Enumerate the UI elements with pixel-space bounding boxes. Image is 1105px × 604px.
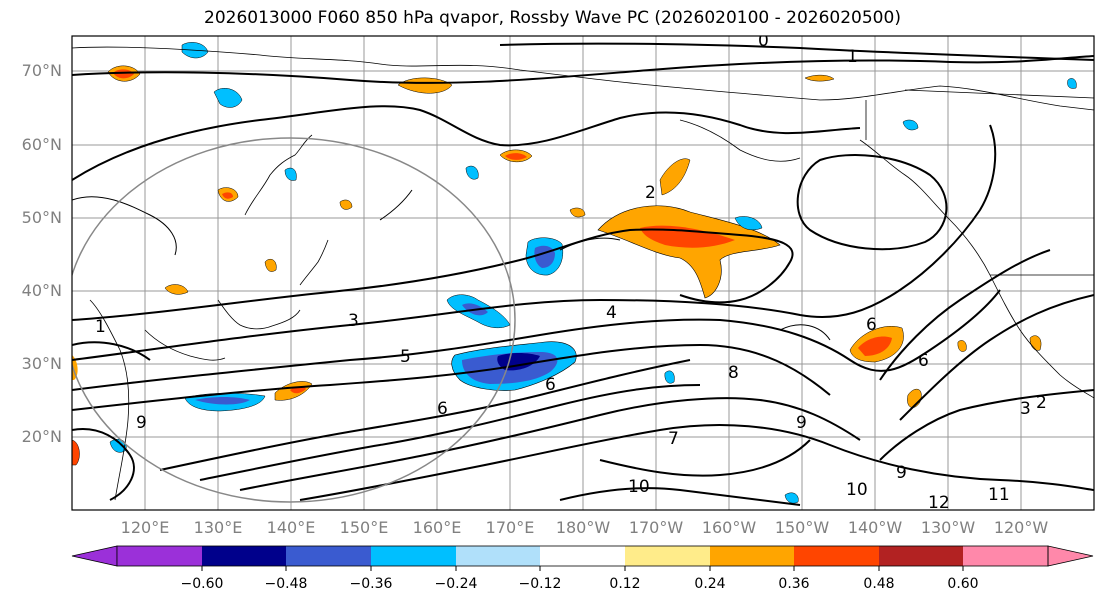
lat-label: 50°N bbox=[21, 208, 62, 227]
contour-label: 1 bbox=[95, 317, 106, 337]
contour-label-group: 0 1 1 3 4 5 6 6 6 6 8 9 9 9 10 10 11 12 … bbox=[95, 31, 1047, 513]
colorbar-tick-label: −0.48 bbox=[264, 576, 308, 592]
contour-label: 9 bbox=[796, 413, 807, 433]
colorbar-bin bbox=[202, 546, 286, 566]
contour-label: 2 bbox=[645, 183, 656, 203]
contour-lines bbox=[72, 42, 1094, 506]
lon-label: 130°E bbox=[193, 518, 243, 537]
colorbar-tick-label: 0.48 bbox=[863, 576, 895, 592]
contour-label: 6 bbox=[545, 375, 556, 395]
colorbar-bin bbox=[286, 546, 371, 566]
colorbar-extend-low bbox=[71, 545, 118, 567]
colorbar-tick-label: 0.24 bbox=[694, 576, 726, 592]
colorbar-bin bbox=[117, 546, 202, 566]
lon-label: 140°E bbox=[266, 518, 316, 537]
lon-label: 180°W bbox=[555, 518, 611, 537]
thin-contours bbox=[72, 189, 831, 341]
lon-label: 120°W bbox=[993, 518, 1049, 537]
contour-label: 6 bbox=[866, 315, 877, 335]
contour-label: 8 bbox=[728, 363, 739, 383]
lat-label: 20°N bbox=[21, 427, 62, 446]
map-title: 2026013000 F060 850 hPa qvapor, Rossby W… bbox=[204, 8, 901, 28]
lon-label: 150°E bbox=[339, 518, 389, 537]
lon-label: 160°W bbox=[701, 518, 757, 537]
lon-label: 120°E bbox=[120, 518, 170, 537]
colorbar-bin bbox=[879, 546, 963, 566]
contour-label: 5 bbox=[400, 347, 411, 367]
colorbar-tick-label: 0.36 bbox=[778, 576, 810, 592]
lat-label: 70°N bbox=[21, 61, 62, 80]
lon-label: 170°E bbox=[485, 518, 535, 537]
colorbar-bin bbox=[794, 546, 879, 566]
contour-label: 9 bbox=[896, 463, 907, 483]
lat-label: 40°N bbox=[21, 281, 62, 300]
contour-label: 10 bbox=[628, 477, 650, 497]
colorbar-bin bbox=[456, 546, 540, 566]
lon-label: 170°W bbox=[628, 518, 684, 537]
colorbar-bin bbox=[625, 546, 710, 566]
lon-label: 150°W bbox=[774, 518, 830, 537]
colorbar-tick-label: −0.24 bbox=[434, 576, 478, 592]
contour-label: 6 bbox=[437, 399, 448, 419]
colorbar-tick-label: 0.12 bbox=[609, 576, 641, 592]
lon-label: 130°W bbox=[920, 518, 976, 537]
colorbar-tick-label: −0.12 bbox=[518, 576, 562, 592]
colorbar-tick-label: 0.60 bbox=[947, 576, 979, 592]
colorbar-bin bbox=[710, 546, 794, 566]
colorbar-tick-label: −0.60 bbox=[180, 576, 224, 592]
contour-label: 11 bbox=[988, 485, 1010, 505]
contour-label: 4 bbox=[606, 303, 617, 323]
lat-label: 30°N bbox=[21, 354, 62, 373]
contour-label: 10 bbox=[846, 480, 868, 500]
contour-label: 3 bbox=[1020, 399, 1031, 419]
contour-label: 1 bbox=[847, 47, 858, 67]
contour-label: 9 bbox=[136, 413, 147, 433]
map-frame bbox=[71, 35, 1095, 511]
lon-label: 140°W bbox=[847, 518, 903, 537]
colorbar-bin bbox=[963, 546, 1048, 566]
lon-label: 160°E bbox=[412, 518, 462, 537]
colorbar-frame bbox=[116, 545, 1049, 567]
colorbar-extend-high bbox=[1047, 545, 1094, 567]
coastlines bbox=[72, 46, 1094, 501]
colorbar-bin bbox=[371, 546, 456, 566]
highlight-circle bbox=[72, 137, 516, 503]
contour-label: 6 bbox=[918, 351, 929, 371]
contour-label: 2 bbox=[1036, 393, 1047, 413]
contour-label: 12 bbox=[928, 493, 950, 513]
contour-label: 3 bbox=[348, 311, 359, 331]
contour-label: 0 bbox=[758, 31, 769, 51]
colorbar bbox=[71, 545, 1094, 571]
gridlines bbox=[72, 36, 1094, 510]
colorbar-bin bbox=[540, 546, 625, 566]
colorbar-tick-label: −0.36 bbox=[349, 576, 393, 592]
lat-label: 60°N bbox=[21, 135, 62, 154]
colorbar-ticks bbox=[201, 566, 964, 571]
contour-label: 7 bbox=[668, 429, 679, 449]
